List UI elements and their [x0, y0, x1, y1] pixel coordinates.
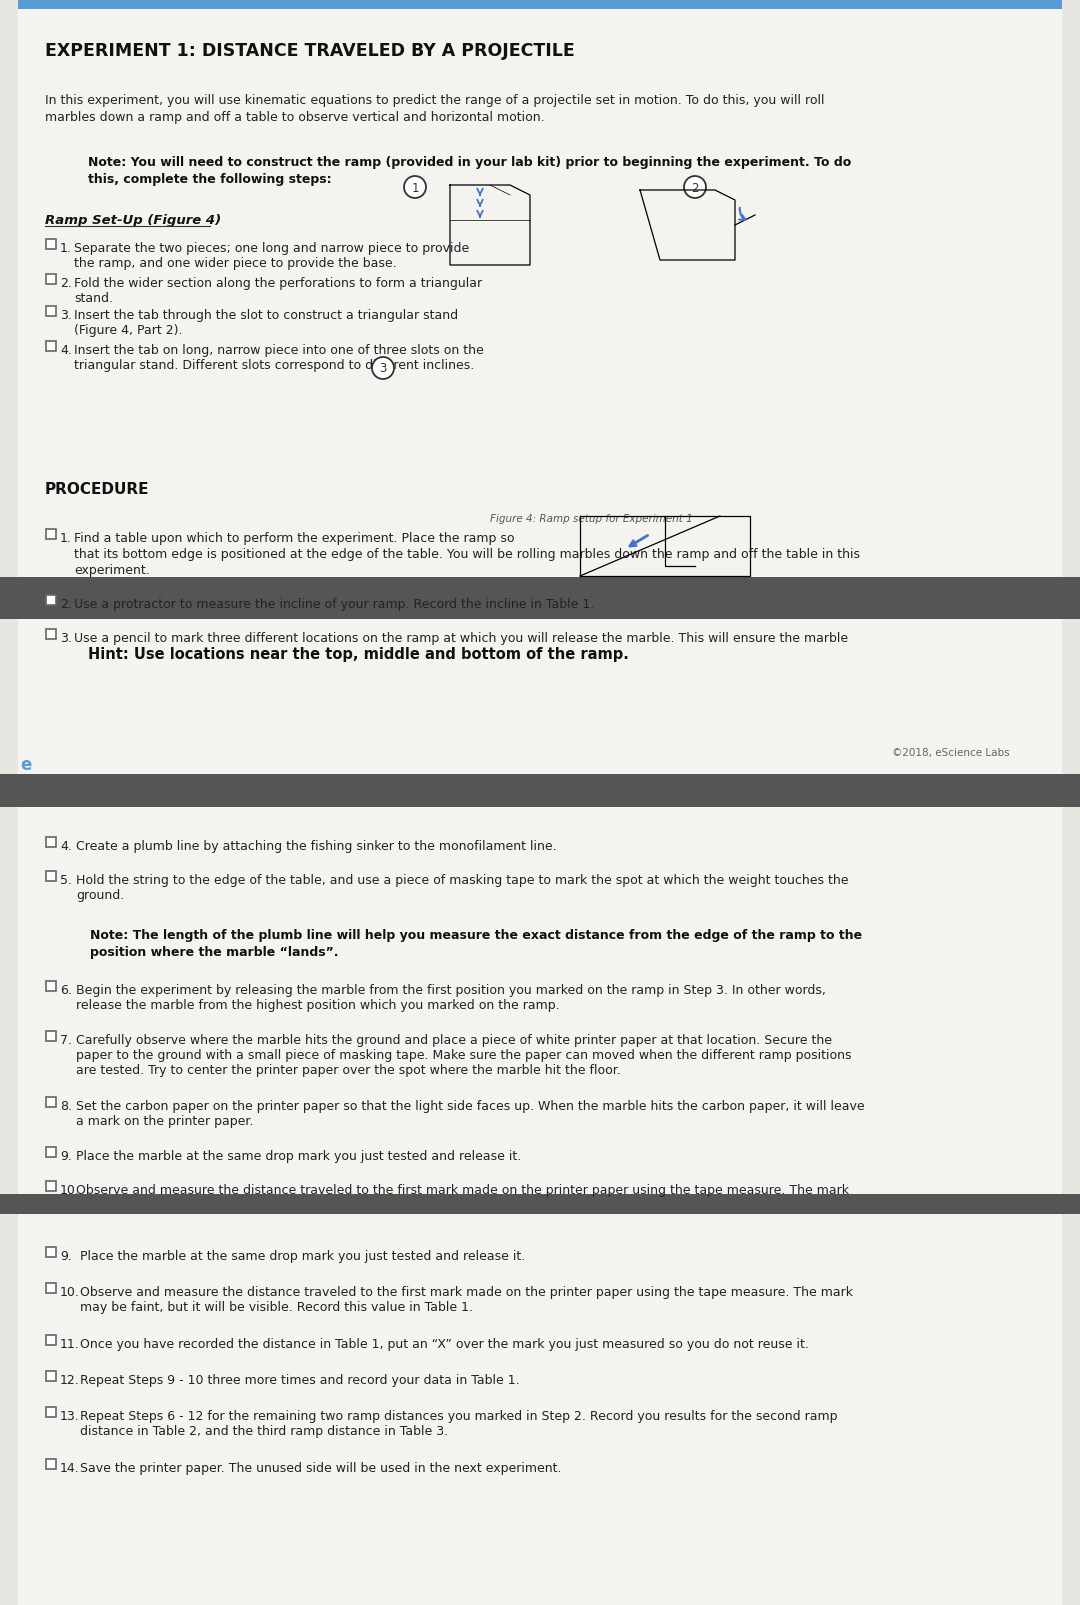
- Circle shape: [372, 358, 394, 380]
- Bar: [46, 1148, 56, 1157]
- Text: 3: 3: [379, 363, 387, 376]
- Bar: [18, 0, 1062, 579]
- Text: 10.: 10.: [60, 1183, 80, 1196]
- Text: Begin the experiment by releasing the marble from the first position you marked : Begin the experiment by releasing the ma…: [76, 984, 826, 1011]
- Bar: [46, 1247, 56, 1257]
- Bar: [46, 1459, 56, 1469]
- Text: Observe and measure the distance traveled to the first mark made on the printer : Observe and measure the distance travele…: [76, 1183, 849, 1196]
- Text: 9.: 9.: [60, 1149, 72, 1162]
- Text: Once you have recorded the distance in Table 1, put an “X” over the mark you jus: Once you have recorded the distance in T…: [80, 1337, 809, 1350]
- Bar: [46, 595, 56, 605]
- Text: Place the marble at the same drop mark you just tested and release it.: Place the marble at the same drop mark y…: [76, 1149, 522, 1162]
- Text: 2.: 2.: [60, 597, 72, 610]
- Text: 13.: 13.: [60, 1409, 80, 1422]
- Bar: [46, 838, 56, 847]
- Text: Hold the string to the edge of the table, and use a piece of masking tape to mar: Hold the string to the edge of the table…: [76, 873, 849, 902]
- Text: e: e: [21, 756, 31, 774]
- Text: EXPERIMENT 1: DISTANCE TRAVELED BY A PROJECTILE: EXPERIMENT 1: DISTANCE TRAVELED BY A PRO…: [45, 42, 575, 59]
- Text: Hint: Use locations near the top, middle and bottom of the ramp.: Hint: Use locations near the top, middle…: [87, 647, 629, 661]
- Bar: [0, 775, 1080, 807]
- Text: marbles down a ramp and off a table to observe vertical and horizontal motion.: marbles down a ramp and off a table to o…: [45, 111, 544, 124]
- Text: 4.: 4.: [60, 343, 72, 356]
- Text: Fold the wider section along the perforations to form a triangular
stand.: Fold the wider section along the perfora…: [75, 276, 482, 305]
- Text: Observe and measure the distance traveled to the first mark made on the printer : Observe and measure the distance travele…: [80, 1286, 853, 1313]
- Text: 1: 1: [411, 181, 419, 194]
- Text: 5.: 5.: [60, 873, 72, 886]
- Bar: [18, 807, 1062, 1194]
- Text: 3.: 3.: [60, 308, 72, 321]
- Text: 14.: 14.: [60, 1461, 80, 1473]
- Circle shape: [404, 177, 426, 199]
- Text: this, complete the following steps:: this, complete the following steps:: [87, 173, 332, 186]
- Text: 1.: 1.: [60, 242, 72, 255]
- Text: Set the carbon paper on the printer paper so that the light side faces up. When : Set the carbon paper on the printer pape…: [76, 1099, 865, 1127]
- Bar: [46, 1371, 56, 1382]
- Bar: [0, 578, 1080, 620]
- Text: Separate the two pieces; one long and narrow piece to provide
the ramp, and one : Separate the two pieces; one long and na…: [75, 242, 469, 270]
- Text: PROCEDURE: PROCEDURE: [45, 482, 149, 496]
- Bar: [46, 1408, 56, 1417]
- Bar: [46, 1335, 56, 1345]
- Text: 9.: 9.: [60, 1249, 72, 1262]
- Text: Figure 4: Ramp setup for Experiment 1: Figure 4: Ramp setup for Experiment 1: [490, 514, 692, 523]
- Bar: [46, 981, 56, 992]
- Text: Use a pencil to mark three different locations on the ramp at which you will rel: Use a pencil to mark three different loc…: [75, 632, 848, 645]
- Bar: [18, 1215, 1062, 1605]
- Bar: [46, 239, 56, 250]
- Text: Note: You will need to construct the ramp (provided in your lab kit) prior to be: Note: You will need to construct the ram…: [87, 156, 851, 169]
- Bar: [46, 274, 56, 284]
- Text: experiment.: experiment.: [75, 563, 150, 576]
- Bar: [18, 620, 1062, 775]
- Bar: [46, 307, 56, 316]
- Bar: [46, 1284, 56, 1294]
- Text: ©2018, eScience Labs: ©2018, eScience Labs: [892, 748, 1010, 758]
- Text: Find a table upon which to perform the experiment. Place the ramp so: Find a table upon which to perform the e…: [75, 531, 514, 544]
- Text: 12.: 12.: [60, 1374, 80, 1387]
- Text: Carefully observe where the marble hits the ground and place a piece of white pr: Carefully observe where the marble hits …: [76, 1034, 851, 1077]
- Text: Ramp Set-Up (Figure 4): Ramp Set-Up (Figure 4): [45, 213, 221, 226]
- Text: Note: The length of the plumb line will help you measure the exact distance from: Note: The length of the plumb line will …: [90, 928, 862, 942]
- Text: 4.: 4.: [60, 839, 72, 852]
- Text: that its bottom edge is positioned at the edge of the table. You will be rolling: that its bottom edge is positioned at th…: [75, 547, 860, 560]
- Text: 6.: 6.: [60, 984, 72, 997]
- Text: 2: 2: [691, 181, 699, 194]
- Text: 10.: 10.: [60, 1286, 80, 1298]
- Bar: [46, 1181, 56, 1191]
- Text: Insert the tab on long, narrow piece into one of three slots on the
triangular s: Insert the tab on long, narrow piece int…: [75, 343, 484, 372]
- Text: Save the printer paper. The unused side will be used in the next experiment.: Save the printer paper. The unused side …: [80, 1461, 562, 1473]
- Bar: [46, 1032, 56, 1042]
- Text: Place the marble at the same drop mark you just tested and release it.: Place the marble at the same drop mark y…: [80, 1249, 525, 1262]
- Text: Insert the tab through the slot to construct a triangular stand
(Figure 4, Part : Insert the tab through the slot to const…: [75, 308, 458, 337]
- Text: Use a protractor to measure the incline of your ramp. Record the incline in Tabl: Use a protractor to measure the incline …: [75, 597, 594, 610]
- Bar: [46, 872, 56, 881]
- Text: 11.: 11.: [60, 1337, 80, 1350]
- Text: 7.: 7.: [60, 1034, 72, 1046]
- Bar: [0, 1194, 1080, 1215]
- Bar: [46, 1098, 56, 1107]
- Text: Repeat Steps 6 - 12 for the remaining two ramp distances you marked in Step 2. R: Repeat Steps 6 - 12 for the remaining tw…: [80, 1409, 837, 1436]
- Bar: [46, 342, 56, 351]
- Text: position where the marble “lands”.: position where the marble “lands”.: [90, 945, 338, 958]
- Text: 3.: 3.: [60, 632, 72, 645]
- Circle shape: [684, 177, 706, 199]
- Text: 1.: 1.: [60, 531, 72, 544]
- Text: In this experiment, you will use kinematic equations to predict the range of a p: In this experiment, you will use kinemat…: [45, 95, 824, 108]
- Text: 2.: 2.: [60, 276, 72, 291]
- Text: Repeat Steps 9 - 10 three more times and record your data in Table 1.: Repeat Steps 9 - 10 three more times and…: [80, 1374, 519, 1387]
- Text: 8.: 8.: [60, 1099, 72, 1112]
- Bar: [18, 0, 1062, 10]
- Text: Create a plumb line by attaching the fishing sinker to the monofilament line.: Create a plumb line by attaching the fis…: [76, 839, 556, 852]
- Bar: [46, 629, 56, 640]
- Bar: [46, 530, 56, 539]
